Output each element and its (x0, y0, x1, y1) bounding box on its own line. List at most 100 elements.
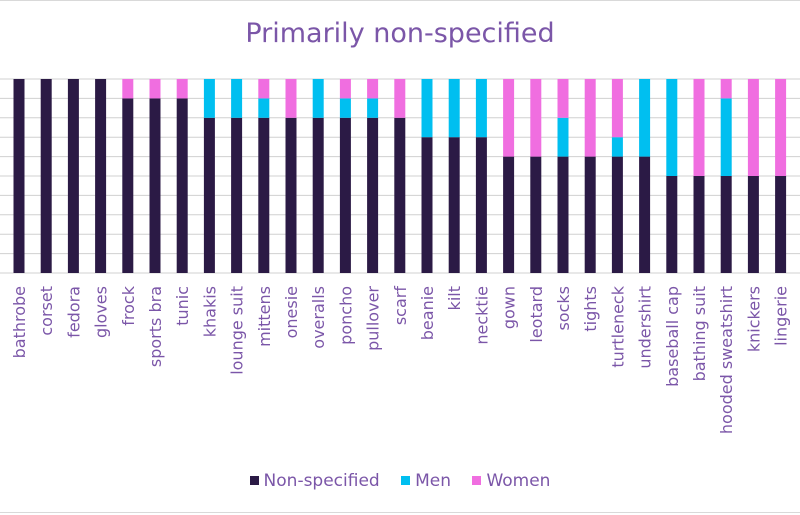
x-tick-label: bathrobe (10, 286, 29, 358)
bar-women-socks (557, 79, 569, 118)
legend-item-non-specified: Non-specified (249, 471, 380, 491)
x-tick-label: mittens (255, 286, 274, 347)
bar-men-lounge-suit (231, 79, 243, 118)
bar-non-specified-leotard (530, 156, 542, 273)
bar-non-specified-baseball-cap (666, 176, 678, 273)
x-tick-label: sports bra (146, 286, 165, 367)
x-tick-label: baseball cap (663, 286, 682, 387)
legend-item-men: Men (401, 471, 451, 491)
bar-men-mittens (258, 98, 270, 118)
bar-non-specified-poncho (339, 117, 351, 273)
bar-men-kilt (448, 79, 460, 138)
bar-men-socks (557, 117, 569, 157)
bar-non-specified-pullover (367, 117, 379, 273)
bar-non-specified-undershirt (639, 156, 651, 273)
x-tick-label: tights (581, 286, 600, 332)
bar-men-khakis (203, 79, 215, 118)
bar-women-hooded-sweatshirt (720, 79, 732, 99)
bar-non-specified-bathrobe (13, 79, 25, 273)
bar-non-specified-knickers (747, 176, 759, 273)
bar-men-undershirt (639, 79, 651, 157)
bar-non-specified-fedora (67, 79, 79, 273)
x-tick-label: pullover (364, 286, 383, 351)
x-tick-label: poncho (336, 286, 355, 345)
bar-non-specified-socks (557, 156, 569, 273)
x-tick-label: corset (37, 286, 56, 336)
bar-women-tights (584, 79, 596, 157)
bar-men-beanie (421, 79, 433, 138)
bar-women-scarf (394, 79, 406, 118)
bar-non-specified-lounge-suit (231, 117, 243, 273)
legend-item-women: Women (472, 471, 550, 491)
x-tick-label: tunic (173, 286, 192, 326)
x-tick-label: scarf (391, 286, 410, 326)
x-tick-label: khakis (200, 286, 219, 337)
bar-non-specified-overalls (312, 117, 324, 273)
bottom-border (0, 512, 800, 513)
bar-women-onesie (285, 79, 297, 118)
bar-non-specified-gloves (95, 79, 107, 273)
bar-non-specified-tights (584, 156, 596, 273)
x-tick-label: gloves (92, 286, 111, 338)
x-tick-label: gown (500, 286, 519, 329)
top-border (0, 0, 800, 1)
bar-non-specified-beanie (421, 137, 433, 273)
x-tick-label: onesie (282, 286, 301, 338)
bar-men-baseball-cap (666, 79, 678, 176)
x-tick-label: socks (554, 286, 573, 331)
x-tick-label: bathing suit (690, 286, 709, 381)
x-tick-label: beanie (418, 286, 437, 340)
bar-men-poncho (339, 98, 351, 118)
bar-non-specified-bathing-suit (693, 176, 705, 273)
bar-non-specified-gown (503, 156, 515, 273)
x-tick-label: kilt (445, 286, 464, 310)
x-tick-label: necktie (472, 286, 491, 345)
bar-non-specified-hooded-sweatshirt (720, 176, 732, 273)
bar-non-specified-kilt (448, 137, 460, 273)
bar-women-knickers (747, 79, 759, 176)
bar-women-pullover (367, 79, 379, 99)
bar-non-specified-necktie (475, 137, 487, 273)
bar-women-turtleneck (611, 79, 623, 138)
bar-non-specified-lingerie (775, 176, 787, 273)
x-tick-label: frock (119, 285, 138, 325)
x-tick-label: hooded sweatshirt (717, 286, 736, 434)
legend-label-non-specified: Non-specified (263, 471, 380, 491)
bar-women-frock (122, 79, 134, 99)
bar-non-specified-onesie (285, 117, 297, 273)
x-tick-label: lounge suit (228, 286, 247, 375)
x-tick-label: lingerie (772, 286, 791, 346)
x-tick-label: knickers (744, 286, 763, 352)
bar-men-turtleneck (611, 137, 623, 157)
legend-swatch-non-specified (249, 476, 259, 485)
bar-non-specified-corset (40, 79, 52, 273)
bar-non-specified-sports-bra (149, 98, 161, 274)
bar-men-necktie (475, 79, 487, 138)
bar-women-leotard (530, 79, 542, 157)
x-tick-label: turtleneck (608, 285, 627, 367)
bar-non-specified-turtleneck (611, 156, 623, 273)
legend-label-women: Women (486, 471, 551, 491)
bar-non-specified-tunic (176, 98, 188, 274)
legend-swatch-men (401, 476, 411, 485)
x-tick-label: undershirt (636, 286, 655, 369)
chart-title: Primarily non-specified (245, 18, 555, 49)
bar-men-hooded-sweatshirt (720, 98, 732, 176)
legend: Non-specified Men Women (0, 471, 800, 491)
bar-men-pullover (367, 98, 379, 118)
bar-non-specified-scarf (394, 117, 406, 273)
bar-women-lingerie (775, 79, 787, 176)
bar-women-tunic (176, 79, 188, 99)
bar-women-sports-bra (149, 79, 161, 99)
bar-men-overalls (312, 79, 324, 118)
x-tick-label: overalls (309, 286, 328, 349)
x-tick-label: fedora (64, 286, 83, 338)
bar-non-specified-frock (122, 98, 134, 274)
bar-women-poncho (339, 79, 351, 99)
legend-swatch-women (472, 476, 482, 485)
bar-women-gown (503, 79, 515, 157)
bar-women-bathing-suit (693, 79, 705, 176)
bar-women-mittens (258, 79, 270, 99)
bar-non-specified-khakis (203, 117, 215, 273)
